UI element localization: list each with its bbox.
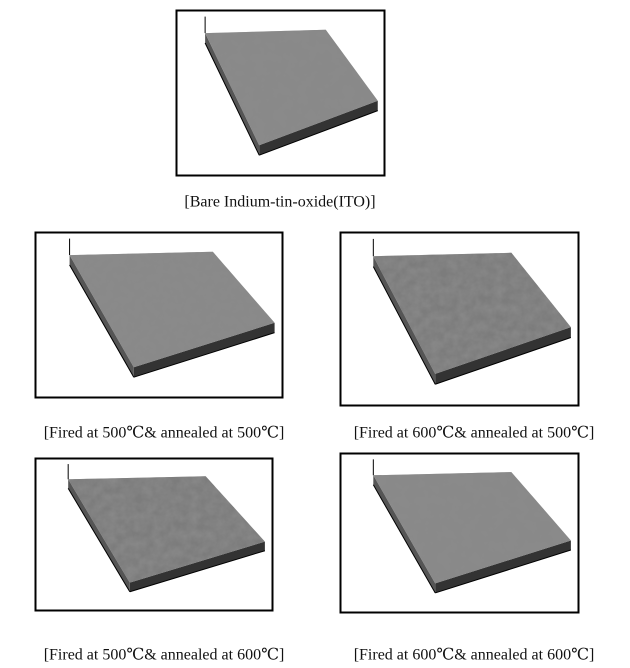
panel-caption: [Fired at 500℃& annealed at 600℃]: [44, 647, 285, 664]
panel-caption: [Bare Indium-tin-oxide(ITO)]: [184, 194, 375, 211]
afm-panel: [340, 453, 579, 613]
afm-panel: [340, 232, 579, 406]
panel-caption: [Fired at 500℃& annealed at 500℃]: [44, 425, 285, 442]
afm-panel: [176, 10, 385, 176]
panel-caption: [Fired at 600℃& annealed at 600℃]: [354, 647, 595, 664]
afm-panel: [35, 458, 273, 611]
panel-caption: [Fired at 600℃& annealed at 500℃]: [354, 425, 595, 442]
figure: [Bare Indium-tin-oxide(ITO)] [Fired at 50…: [0, 0, 630, 668]
afm-panel: [35, 232, 283, 398]
